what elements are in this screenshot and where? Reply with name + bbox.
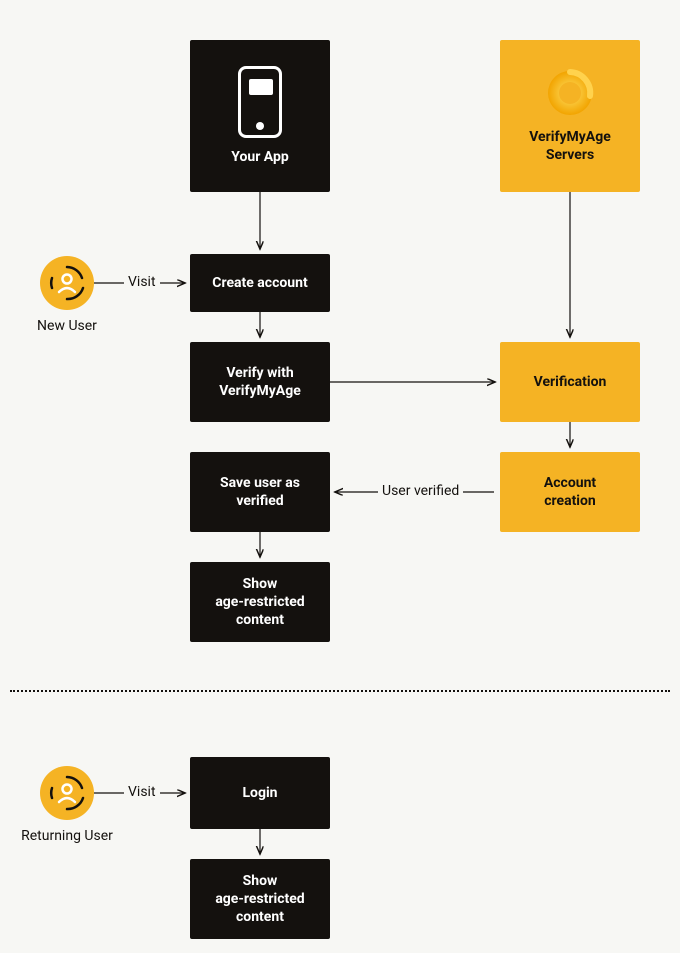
node-show-content-2: Show age-restricted content — [190, 859, 330, 939]
node-show-content-1: Show age-restricted content — [190, 562, 330, 642]
edge-label-user-verified: User verified — [378, 483, 463, 499]
edge-label-visit-2: Visit — [124, 784, 160, 800]
swirl-icon — [545, 68, 595, 118]
node-label: Account creation — [544, 474, 596, 510]
edge-label-visit-1: Visit — [124, 274, 160, 290]
node-label: Show age-restricted content — [215, 872, 304, 927]
node-label: Verification — [534, 373, 607, 391]
new-user-label: New User — [7, 318, 127, 334]
node-label: VerifyMyAge Servers — [529, 128, 611, 164]
node-your-app: Your App — [190, 40, 330, 192]
user-badge-svg — [45, 261, 89, 305]
new-user-icon — [40, 256, 94, 310]
node-label: Verify with VerifyMyAge — [219, 364, 301, 400]
returning-user-icon — [40, 766, 94, 820]
node-label: Login — [242, 784, 277, 802]
node-verification: Verification — [500, 342, 640, 422]
node-label: Create account — [212, 274, 307, 292]
phone-icon — [238, 66, 282, 138]
node-verify-vma: Verify with VerifyMyAge — [190, 342, 330, 422]
node-save-verified: Save user as verified — [190, 452, 330, 532]
node-login: Login — [190, 757, 330, 829]
node-label: Save user as verified — [220, 474, 300, 510]
section-divider — [10, 690, 670, 692]
node-create-account: Create account — [190, 254, 330, 312]
node-label: Show age-restricted content — [215, 575, 304, 630]
returning-user-label: Returning User — [7, 828, 127, 844]
user-badge-svg — [45, 771, 89, 815]
node-account-creation: Account creation — [500, 452, 640, 532]
node-label: Your App — [231, 148, 289, 166]
node-vma-servers: VerifyMyAge Servers — [500, 40, 640, 192]
